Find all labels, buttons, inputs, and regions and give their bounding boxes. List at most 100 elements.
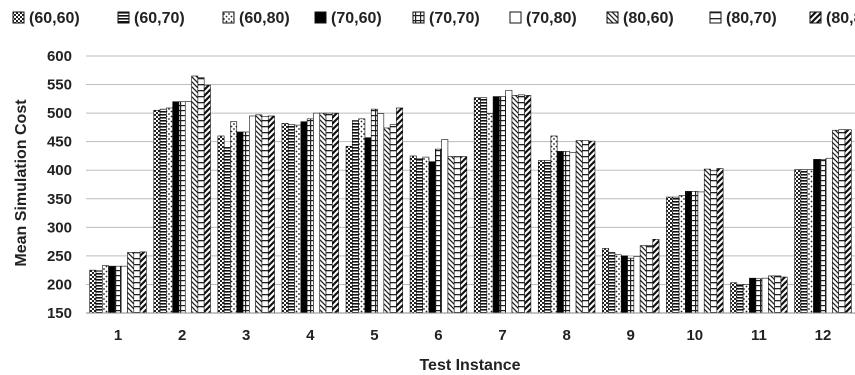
bar — [806, 169, 814, 314]
bar — [819, 159, 827, 314]
x-tick-label: 6 — [434, 327, 442, 344]
gridlines — [86, 55, 855, 314]
bar — [364, 137, 372, 314]
bar — [453, 156, 461, 314]
bar — [153, 109, 161, 314]
bar — [800, 169, 808, 314]
bar — [133, 252, 141, 314]
bar — [794, 169, 802, 314]
bar — [813, 159, 821, 314]
bar — [184, 101, 192, 314]
bar — [685, 191, 692, 314]
bar — [197, 77, 205, 314]
x-tick-label: 10 — [686, 327, 703, 344]
bar — [537, 160, 545, 314]
bar — [223, 147, 231, 314]
bar — [409, 155, 417, 314]
bar — [267, 115, 275, 314]
y-tick-label: 250 — [47, 248, 72, 265]
bar — [294, 124, 302, 314]
bar — [749, 277, 757, 314]
bar — [383, 127, 391, 314]
bar — [691, 191, 699, 314]
bar — [710, 170, 718, 314]
bar — [396, 107, 404, 314]
bar — [844, 129, 852, 314]
bar — [447, 156, 455, 314]
bar — [139, 251, 147, 314]
x-tick-label: 3 — [242, 327, 250, 344]
bar — [473, 97, 481, 314]
legend-swatch — [412, 11, 425, 24]
bar — [652, 239, 660, 314]
bar — [319, 112, 327, 314]
bar — [646, 245, 654, 314]
bar — [608, 252, 616, 314]
bar — [300, 121, 308, 314]
bar — [666, 196, 674, 314]
bar — [101, 265, 109, 314]
bar — [159, 108, 167, 314]
bar — [428, 161, 436, 314]
y-tick-label: 550 — [47, 77, 72, 94]
legend-label: (60,60) — [29, 10, 80, 27]
legend-swatch — [809, 11, 822, 24]
bar — [736, 284, 744, 314]
bar — [306, 118, 314, 314]
bar — [281, 123, 289, 314]
legend-swatch — [12, 11, 25, 24]
bar — [768, 275, 775, 314]
bar — [550, 135, 558, 314]
bar — [838, 129, 846, 314]
legend-label: (80,80) — [826, 10, 855, 27]
x-tick-label: 5 — [370, 327, 378, 344]
bar — [511, 95, 519, 314]
bar — [761, 277, 769, 314]
y-tick-label: 500 — [47, 105, 72, 122]
bar — [255, 114, 263, 314]
bar — [505, 89, 513, 314]
bar — [627, 257, 635, 314]
y-tick-label: 350 — [47, 191, 72, 208]
bar — [825, 157, 833, 314]
bar — [582, 140, 589, 314]
bar — [544, 160, 552, 314]
bar — [230, 121, 238, 314]
legend: (60,60) (60,70) (60,80) (70,60) (70,70) (70,8… — [12, 10, 855, 27]
bar — [602, 248, 609, 314]
bar — [287, 124, 295, 314]
y-tick-label: 600 — [47, 48, 72, 65]
bar — [95, 270, 103, 314]
bar — [486, 113, 494, 314]
bar — [203, 84, 211, 314]
x-tick-label: 9 — [627, 327, 635, 344]
legend-swatch — [117, 11, 130, 24]
bar — [435, 148, 442, 314]
bar — [480, 97, 488, 314]
legend-swatch — [314, 11, 327, 24]
legend-swatch — [709, 11, 722, 24]
bar — [345, 145, 353, 314]
bar — [588, 140, 596, 314]
bar — [703, 168, 711, 314]
x-axis-title: Test Instance — [419, 357, 520, 374]
bar — [313, 112, 321, 314]
bar — [678, 195, 686, 314]
bar — [114, 265, 122, 314]
bar — [172, 101, 180, 314]
y-tick-label: 400 — [47, 162, 72, 179]
y-axis-title: Mean Simulation Cost — [13, 99, 30, 267]
x-tick-label: 12 — [815, 327, 832, 344]
bar — [217, 135, 225, 314]
bar — [236, 131, 244, 314]
bar — [89, 269, 97, 314]
y-tick-label: 450 — [47, 134, 72, 151]
bar — [422, 156, 430, 314]
x-tick-label: 11 — [751, 327, 767, 344]
x-tick-label: 1 — [114, 327, 122, 344]
bar — [460, 156, 468, 314]
legend-label: (70,70) — [429, 10, 480, 27]
legend-swatch — [509, 11, 522, 24]
bar — [575, 140, 583, 314]
